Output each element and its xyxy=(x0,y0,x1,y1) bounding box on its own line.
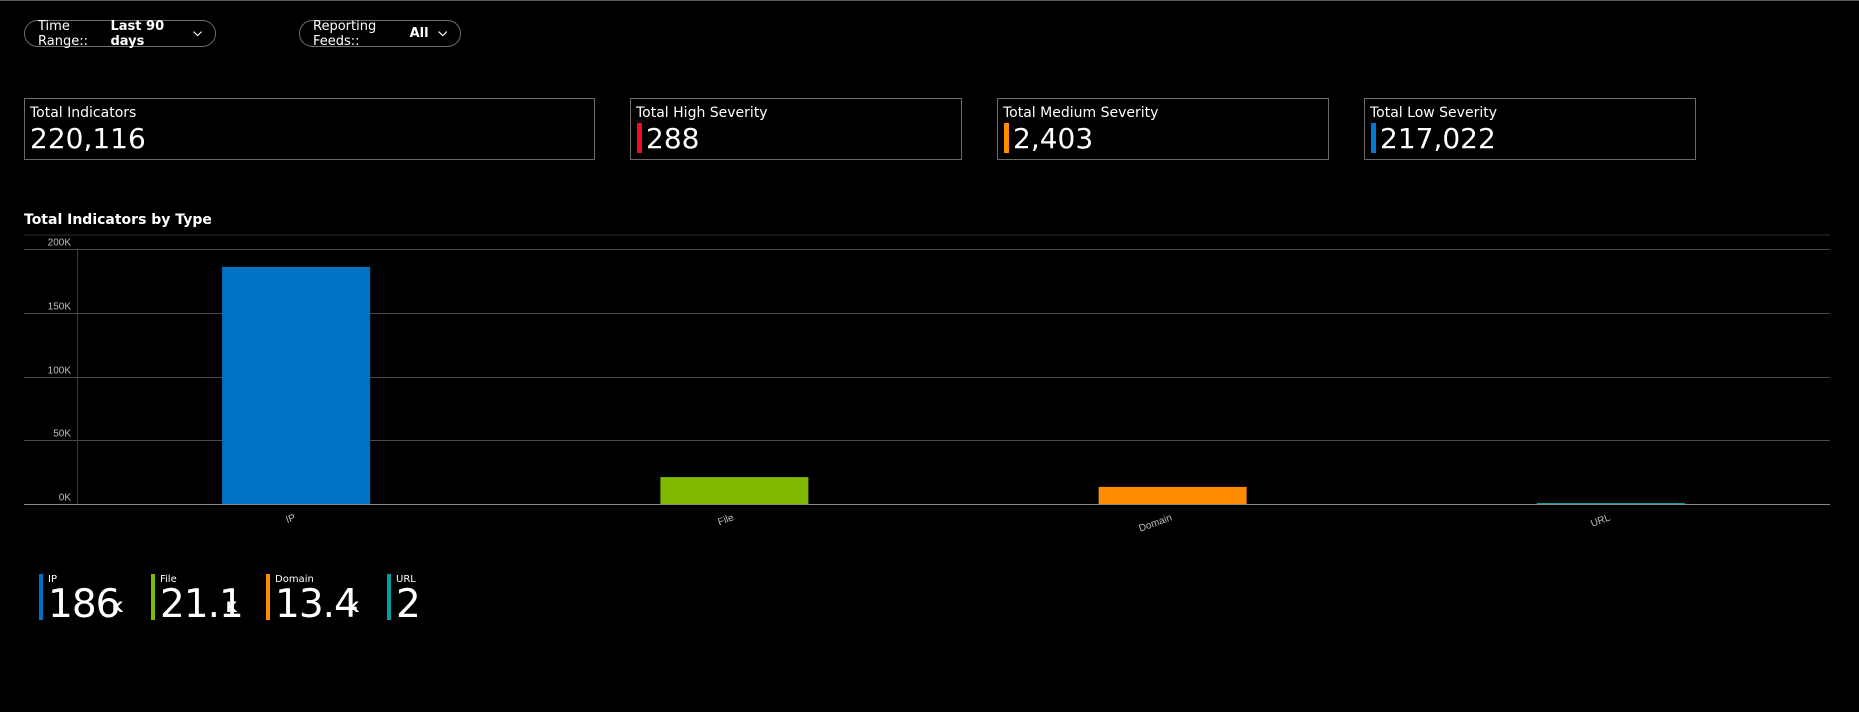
reporting-feeds-filter[interactable]: Reporting Feeds:: All xyxy=(299,18,461,49)
y-tick-label: 200K xyxy=(48,238,72,249)
legend-value: 186 xyxy=(48,582,120,627)
kpi-label: Total Medium Severity xyxy=(1003,105,1159,121)
time-range-label: Time Range:: xyxy=(38,18,88,49)
legend-name: URL xyxy=(396,574,416,585)
kpi-high-severity: Total High Severity 288 xyxy=(630,98,962,160)
kpi-label: Total Low Severity xyxy=(1370,105,1497,121)
severity-color-bar xyxy=(637,123,642,153)
bar-domain xyxy=(1098,486,1247,504)
legend-color-bar xyxy=(39,574,43,620)
x-tick-label: File xyxy=(716,512,735,528)
legend-color-bar xyxy=(266,574,270,620)
time-range-filter[interactable]: Time Range:: Last 90 days xyxy=(24,18,216,49)
legend-value: 21.1 xyxy=(160,582,244,627)
kpi-value: 220,116 xyxy=(30,122,146,155)
legend-color-bar xyxy=(387,574,391,620)
time-range-value: Last 90 days xyxy=(110,18,165,49)
legend-name: File xyxy=(160,574,177,585)
kpi-label: Total High Severity xyxy=(636,105,768,121)
x-tick-label: Domain xyxy=(1137,512,1173,534)
kpi-total-indicators: Total Indicators 220,116 xyxy=(24,98,595,160)
severity-color-bar xyxy=(1371,123,1376,153)
legend-name: Domain xyxy=(275,574,314,585)
kpi-label: Total Indicators xyxy=(30,105,137,121)
legend-value: 13.4 xyxy=(275,582,359,627)
kpi-value: 288 xyxy=(646,122,700,155)
severity-color-bar xyxy=(1004,123,1009,153)
y-tick-label: 50K xyxy=(53,429,71,440)
kpi-low-severity: Total Low Severity 217,022 xyxy=(1364,98,1696,160)
y-tick-label: 150K xyxy=(48,302,72,313)
x-tick-label: URL xyxy=(1589,512,1612,529)
reporting-feeds-value: All xyxy=(409,26,429,41)
bar-url xyxy=(1536,503,1685,504)
legend-unit: K xyxy=(112,600,123,616)
kpi-medium-severity: Total Medium Severity 2,403 xyxy=(997,98,1329,160)
reporting-feeds-label: Reporting Feeds:: xyxy=(313,18,377,49)
bar-ip xyxy=(222,266,371,504)
chevron-down-icon xyxy=(437,30,447,36)
kpi-value: 217,022 xyxy=(1380,122,1496,155)
legend-unit: K xyxy=(348,600,359,616)
x-tick-label: IP xyxy=(285,512,298,526)
y-tick-label: 0K xyxy=(59,493,72,504)
legend-value: 2 xyxy=(396,582,421,627)
chart-title: Total Indicators by Type xyxy=(24,212,212,228)
legend-color-bar xyxy=(151,574,155,620)
legend-unit: K xyxy=(226,600,237,616)
kpi-value: 2,403 xyxy=(1013,122,1094,155)
indicators-by-type-chart: 0K 50K 100K 150K 200K IP File Domain URL xyxy=(24,234,1830,535)
legend-name: IP xyxy=(48,574,57,585)
top-divider xyxy=(0,0,1859,1)
chevron-down-icon xyxy=(193,30,202,36)
y-tick-label: 100K xyxy=(48,366,72,377)
bar-file xyxy=(660,477,809,504)
